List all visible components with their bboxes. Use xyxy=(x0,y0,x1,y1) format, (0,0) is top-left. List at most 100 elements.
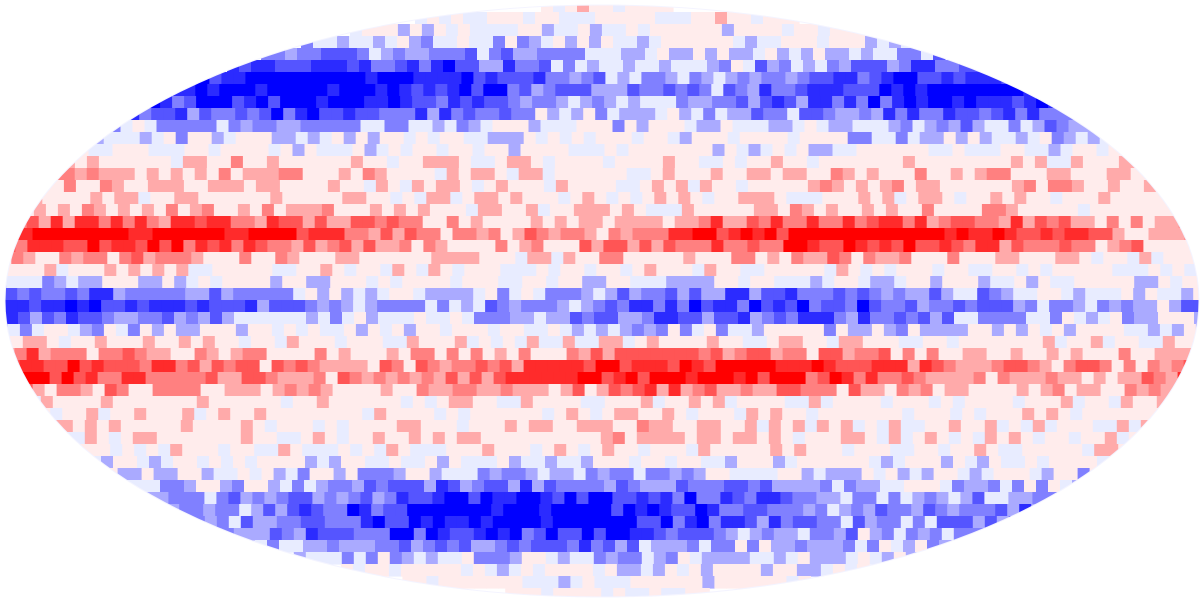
map-pixel xyxy=(259,132,273,145)
map-pixel xyxy=(663,540,676,553)
map-pixel xyxy=(981,468,995,481)
map-pixel xyxy=(715,12,728,25)
map-pixel xyxy=(1016,264,1029,277)
map-pixel xyxy=(253,372,267,385)
map-pixel xyxy=(931,132,945,145)
map-pixel xyxy=(674,216,688,229)
map-pixel xyxy=(748,396,762,409)
map-pixel xyxy=(564,420,578,433)
map-pixel xyxy=(165,204,179,217)
map-pixel xyxy=(834,276,847,289)
map-pixel xyxy=(687,180,701,193)
map-pixel xyxy=(1046,444,1059,457)
map-pixel xyxy=(780,516,794,529)
map-pixel xyxy=(230,408,243,421)
map-pixel xyxy=(98,444,111,457)
map-pixel xyxy=(483,240,496,253)
map-pixel xyxy=(448,96,461,109)
map-pixel xyxy=(1125,204,1139,217)
map-pixel xyxy=(614,216,628,229)
map-pixel xyxy=(793,372,807,385)
map-pixel xyxy=(521,528,535,541)
map-pixel xyxy=(1023,240,1036,253)
map-pixel xyxy=(463,324,477,337)
map-pixel xyxy=(98,168,112,181)
map-pixel xyxy=(872,264,885,277)
map-pixel xyxy=(455,60,468,73)
map-pixel xyxy=(686,216,700,229)
map-pixel xyxy=(828,120,842,133)
map-pixel xyxy=(336,492,349,505)
map-pixel xyxy=(794,444,807,457)
map-pixel xyxy=(383,252,396,265)
map-pixel xyxy=(891,84,904,97)
map-pixel xyxy=(755,252,768,265)
map-pixel xyxy=(830,408,843,421)
map-pixel xyxy=(729,468,743,481)
map-pixel xyxy=(469,36,482,49)
map-pixel xyxy=(518,156,532,169)
map-pixel xyxy=(1148,228,1162,241)
map-pixel xyxy=(458,156,472,169)
map-pixel xyxy=(384,120,398,133)
map-pixel xyxy=(769,36,782,49)
map-pixel xyxy=(341,456,354,469)
map-pixel xyxy=(737,528,751,541)
map-pixel xyxy=(1155,240,1168,253)
map-pixel xyxy=(378,192,391,205)
map-pixel xyxy=(458,216,472,229)
map-pixel xyxy=(319,132,333,145)
map-pixel xyxy=(741,48,754,61)
map-pixel xyxy=(305,300,318,313)
map-pixel xyxy=(693,468,707,481)
map-pixel xyxy=(38,348,52,361)
map-pixel xyxy=(287,504,300,517)
map-pixel xyxy=(386,168,400,181)
map-pixel xyxy=(496,96,509,109)
map-pixel xyxy=(621,48,634,61)
map-pixel xyxy=(874,336,888,349)
map-pixel xyxy=(847,132,861,145)
map-pixel xyxy=(741,468,755,481)
map-pixel xyxy=(685,36,698,49)
map-pixel xyxy=(820,396,834,409)
map-pixel xyxy=(563,60,576,73)
map-pixel xyxy=(456,432,470,445)
map-pixel xyxy=(629,300,642,313)
map-pixel xyxy=(869,288,882,301)
map-pixel xyxy=(151,108,164,121)
map-pixel xyxy=(806,168,820,181)
map-pixel xyxy=(1073,288,1086,301)
map-pixel xyxy=(649,36,662,49)
map-pixel xyxy=(471,84,484,97)
map-pixel xyxy=(852,432,866,445)
map-pixel xyxy=(446,348,460,361)
map-pixel xyxy=(288,432,302,445)
map-pixel xyxy=(844,96,857,109)
map-pixel xyxy=(260,264,273,277)
map-pixel xyxy=(751,360,765,373)
map-pixel xyxy=(267,240,280,253)
map-pixel xyxy=(576,420,590,433)
map-pixel xyxy=(373,372,387,385)
map-pixel xyxy=(560,228,574,241)
map-pixel xyxy=(705,468,719,481)
map-pixel xyxy=(955,324,969,337)
map-pixel xyxy=(520,144,534,157)
map-pixel xyxy=(899,60,912,73)
map-pixel xyxy=(645,468,659,481)
map-pixel xyxy=(449,288,462,301)
map-pixel xyxy=(231,180,245,193)
map-pixel xyxy=(618,312,631,325)
map-pixel xyxy=(963,240,976,253)
map-pixel xyxy=(1044,420,1058,433)
map-pixel xyxy=(504,516,518,529)
map-pixel xyxy=(450,192,463,205)
map-pixel xyxy=(1021,372,1035,385)
map-pixel xyxy=(678,576,691,589)
map-pixel xyxy=(796,564,810,577)
map-pixel xyxy=(739,12,752,25)
map-pixel xyxy=(291,240,304,253)
map-pixel xyxy=(410,216,424,229)
map-pixel xyxy=(359,60,372,73)
